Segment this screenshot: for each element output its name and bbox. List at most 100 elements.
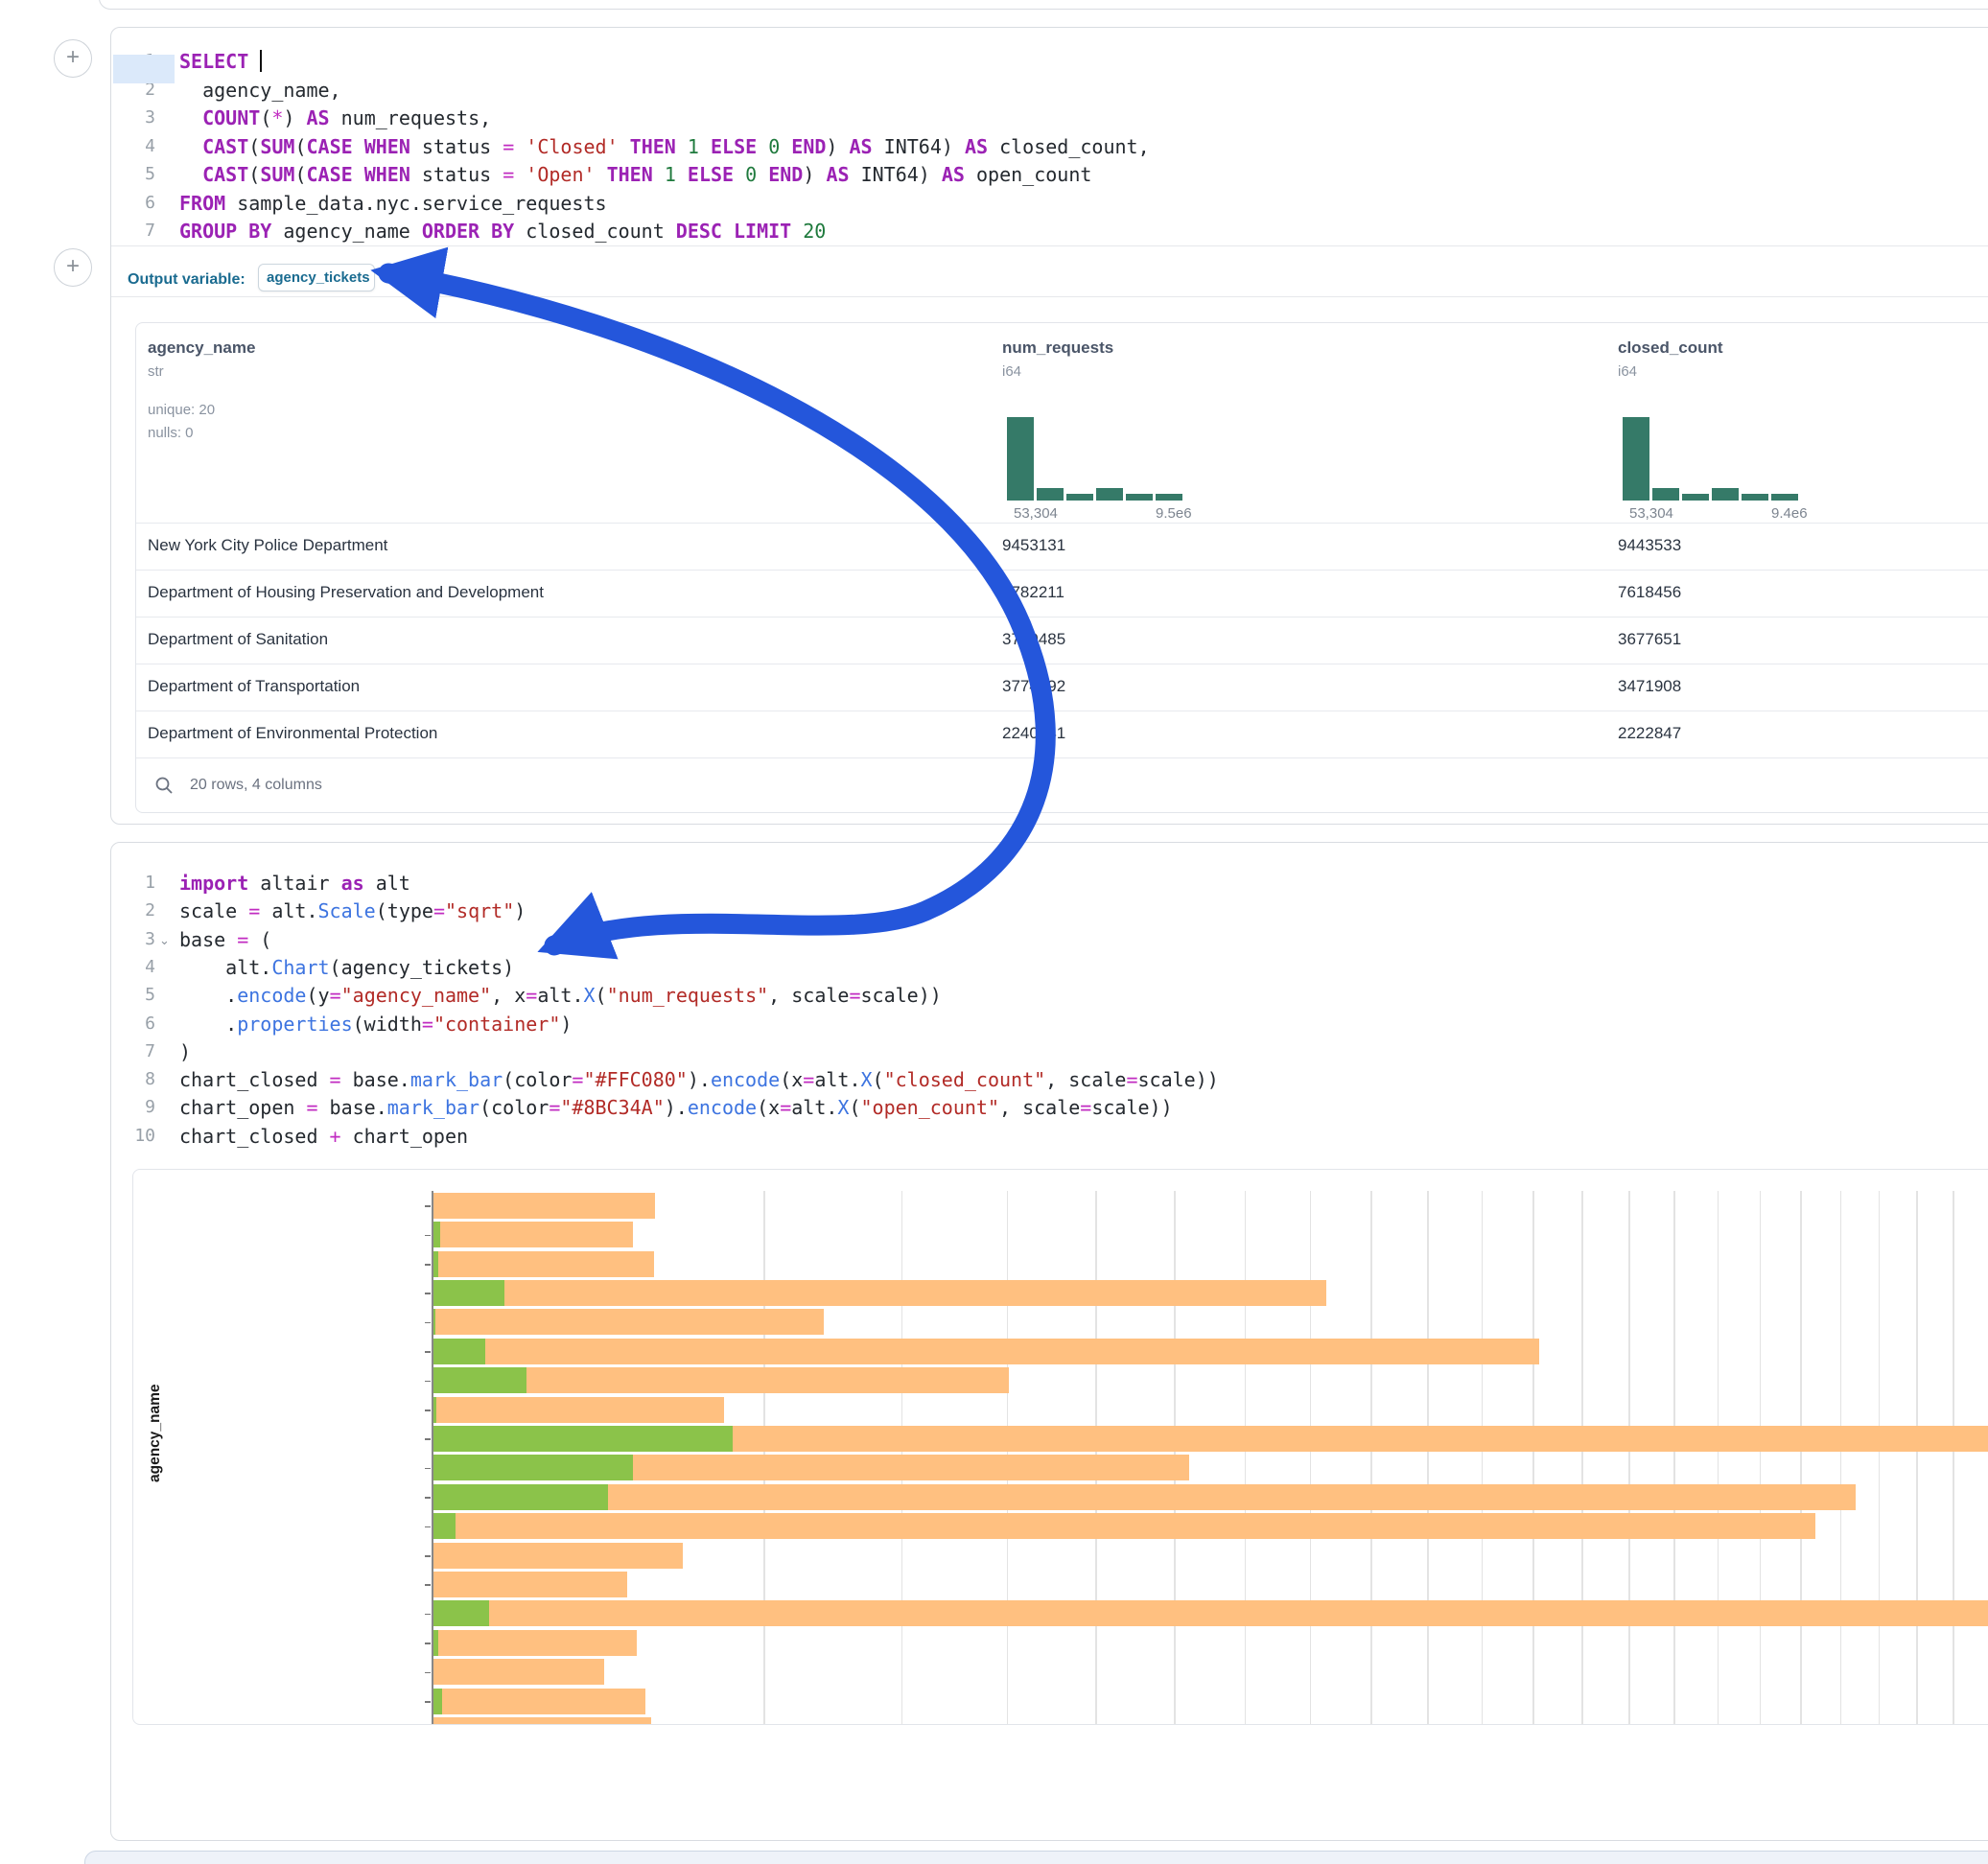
gridline	[1244, 1191, 1247, 1724]
line-number: 4	[145, 135, 155, 156]
output-variable-input[interactable]: agency_tickets	[258, 264, 375, 291]
code-line[interactable]: 2 scale = alt.Scale(type="sqrt")	[111, 897, 1988, 925]
line-number: 7	[145, 221, 155, 241]
y-tick	[425, 1438, 431, 1440]
line-number: 6	[145, 192, 155, 213]
table-row: Department of Sanitation 3749485 3677651	[136, 617, 1988, 664]
gridline	[1532, 1191, 1534, 1724]
cell-value: 7782211	[1002, 583, 1064, 601]
bar-closed_count	[433, 1659, 604, 1686]
gridline	[1878, 1191, 1881, 1724]
gridline	[1800, 1191, 1802, 1724]
code-line[interactable]: 3 COUNT(*) AS num_requests,	[111, 104, 1988, 132]
bar-closed_count	[433, 1338, 1539, 1364]
y-tick	[425, 1467, 431, 1470]
code-text: .properties(width="container")	[179, 1012, 573, 1036]
sql-output-divider-bottom	[111, 296, 1988, 297]
y-tick	[425, 1613, 431, 1616]
row-count-label: 20 rows, 4 columns	[190, 777, 322, 793]
column-header-agency_name[interactable]: agency_name	[148, 338, 256, 357]
column-histogram	[1007, 414, 1185, 501]
search-icon[interactable]	[154, 776, 174, 795]
bar-closed_count	[433, 1571, 628, 1597]
python-code-editor[interactable]: 1 import altair as alt 2 scale = alt.Scale(…	[111, 869, 1988, 1156]
line-number: 10	[134, 1125, 155, 1146]
code-line[interactable]: 4 CAST(SUM(CASE WHEN status = 'Closed' T…	[111, 132, 1988, 161]
gridline	[1953, 1191, 1954, 1724]
histogram-bar	[1096, 488, 1123, 501]
code-line[interactable]: 1 import altair as alt	[111, 869, 1988, 897]
bar-open_count	[433, 1250, 438, 1277]
histogram-min-label: 53,304	[1014, 505, 1058, 522]
chart-plot-area	[432, 1191, 1988, 1724]
sql-code-editor[interactable]: 1⌄SELECT 2 agency_name,3 COUNT(*) AS num…	[111, 47, 1988, 270]
column-stat: nulls: 0	[148, 425, 194, 441]
line-number: 6	[145, 1013, 155, 1034]
code-text: GROUP BY agency_name ORDER BY closed_cou…	[179, 220, 827, 243]
gridline	[1628, 1191, 1630, 1724]
code-line[interactable]: 8 chart_closed = base.mark_bar(color="#FF…	[111, 1065, 1988, 1094]
bar-open_count	[433, 1600, 490, 1627]
chart-card: Correspondence UnitDHS Advantage Program…	[132, 1169, 1988, 1725]
line-number: 2	[145, 900, 155, 921]
add-cell-button-top[interactable]: +	[54, 39, 92, 78]
sql-line1-gutter-highlight	[113, 55, 175, 83]
y-tick	[425, 1497, 431, 1499]
bar-closed_count	[433, 1513, 1816, 1540]
y-tick	[425, 1584, 431, 1586]
code-line[interactable]: 10 chart_closed + chart_open	[111, 1122, 1988, 1151]
code-line[interactable]: 7)	[111, 1037, 1988, 1066]
line-number: 5	[145, 164, 155, 184]
fold-chevron-icon[interactable]: ⌄	[159, 932, 170, 947]
code-line[interactable]: 1⌄SELECT	[111, 47, 1988, 76]
cell-agency-name: Department of Transportation	[148, 677, 361, 695]
result-table-header: agency_name str unique: 20 nulls: 0 num_requ…	[136, 323, 1988, 523]
code-line[interactable]: 2 agency_name,	[111, 76, 1988, 105]
y-tick	[425, 1410, 431, 1411]
code-line[interactable]: 9 chart_open = base.mark_bar(color="#8BC3…	[111, 1093, 1988, 1122]
code-line[interactable]: 5 .encode(y="agency_name", x=alt.X("num_…	[111, 981, 1988, 1010]
code-text: FROM sample_data.nyc.service_requests	[179, 191, 607, 215]
histogram-bar	[1007, 417, 1034, 501]
cell-value: 3471908	[1618, 677, 1682, 695]
column-header-closed_count[interactable]: closed_count	[1618, 338, 1723, 357]
table-row: Department of Housing Preservation and D…	[136, 570, 1988, 617]
histogram-min-label: 53,304	[1629, 505, 1673, 522]
code-line[interactable]: 3 ⌄ base = (	[111, 925, 1988, 954]
gridline	[1717, 1191, 1719, 1724]
code-line[interactable]: 6 .properties(width="container")	[111, 1010, 1988, 1038]
bar-closed_count	[433, 1542, 684, 1569]
code-text: base = (	[179, 927, 272, 951]
cell-value: 9453131	[1002, 536, 1066, 554]
code-line[interactable]: 5 CAST(SUM(CASE WHEN status = 'Open' THE…	[111, 160, 1988, 189]
bar-closed_count	[433, 1483, 1857, 1510]
bar-closed_count	[433, 1192, 656, 1219]
cell-agency-name: Department of Housing Preservation and D…	[148, 583, 544, 601]
column-header-num_requests[interactable]: num_requests	[1002, 338, 1114, 357]
cell-agency-name: Department of Environmental Protection	[148, 724, 438, 742]
code-line[interactable]: 6 FROM sample_data.nyc.service_requests	[111, 189, 1988, 218]
column-type: str	[148, 363, 164, 380]
cell-value: 2222847	[1618, 724, 1682, 742]
y-tick	[425, 1380, 431, 1383]
histogram-bar	[1126, 494, 1153, 501]
code-text: scale = alt.Scale(type="sqrt")	[179, 899, 526, 923]
code-line[interactable]: 7 GROUP BY agency_name ORDER BY closed_co…	[111, 217, 1988, 245]
cell-value: 3749485	[1002, 630, 1066, 648]
bar-closed_count	[433, 1629, 638, 1656]
gridline	[1839, 1191, 1842, 1724]
gridline	[1309, 1191, 1312, 1724]
bar-open_count	[433, 1338, 485, 1364]
histogram-bar	[1066, 494, 1093, 501]
y-tick	[425, 1205, 431, 1207]
y-tick	[425, 1264, 431, 1266]
y-tick	[425, 1555, 431, 1557]
add-cell-button-output[interactable]: +	[54, 248, 92, 287]
code-text: chart_closed = base.mark_bar(color="#FFC…	[179, 1068, 1219, 1092]
code-line[interactable]: 4 alt.Chart(agency_tickets)	[111, 953, 1988, 982]
code-text: CAST(SUM(CASE WHEN status = 'Closed' THE…	[202, 134, 1150, 158]
line-number: 2	[145, 79, 155, 100]
y-tick	[425, 1351, 431, 1353]
line-number: 4	[145, 956, 155, 977]
